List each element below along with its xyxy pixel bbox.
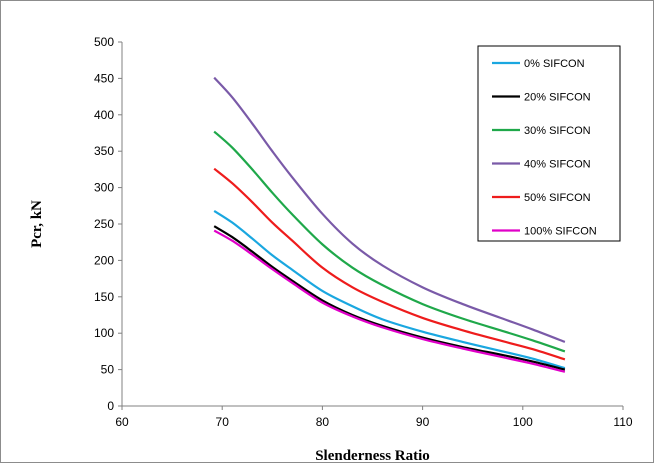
legend-label: 40% SIFCON (524, 159, 591, 171)
x-tick-label: 60 (115, 415, 129, 429)
legend: 0% SIFCON 20% SIFCON 30% SIFCON 40% SIFCON 5… (477, 45, 621, 242)
legend-box (477, 45, 621, 242)
x-axis-title: Slenderness Ratio (315, 448, 430, 462)
y-tick-label: 400 (94, 108, 114, 122)
x-tick-label: 100 (513, 415, 533, 429)
y-tick-label: 350 (94, 144, 114, 158)
y-tick-label: 50 (101, 363, 115, 377)
y-tick-label: 0 (107, 399, 114, 413)
axes: 0 50 100 150 200 250 300 350 400 450 500 60 70 80 90 10… (94, 35, 633, 429)
legend-label: 50% SIFCON (524, 192, 591, 204)
y-tick-label: 200 (94, 253, 114, 267)
y-tick-label: 150 (94, 290, 114, 304)
legend-label: 30% SIFCON (524, 125, 591, 137)
x-tick-label: 70 (216, 415, 230, 429)
legend-label: 100% SIFCON (524, 226, 597, 238)
x-tick-label: 110 (613, 415, 632, 429)
series-line-100pct-sifcon (213, 229, 566, 373)
y-axis-title: Pcr, kN (29, 200, 45, 248)
x-tick-label: 90 (416, 415, 430, 429)
y-tick-label: 250 (94, 217, 114, 231)
series-layer (213, 76, 566, 373)
x-tick-label: 80 (316, 415, 330, 429)
series-line-50pct-sifcon (213, 167, 566, 361)
series-line-40pct-sifcon (213, 76, 566, 343)
legend-label: 20% SIFCON (524, 92, 591, 104)
y-tick-label: 500 (94, 35, 114, 49)
series-line-30pct-sifcon (213, 130, 566, 353)
y-tick-label: 100 (94, 326, 114, 340)
series-line-0pct-sifcon (213, 209, 566, 370)
series-line-20pct-sifcon (213, 225, 566, 371)
y-tick-label: 300 (94, 181, 114, 195)
y-tick-label: 450 (94, 71, 114, 85)
legend-label: 0% SIFCON (524, 58, 585, 70)
